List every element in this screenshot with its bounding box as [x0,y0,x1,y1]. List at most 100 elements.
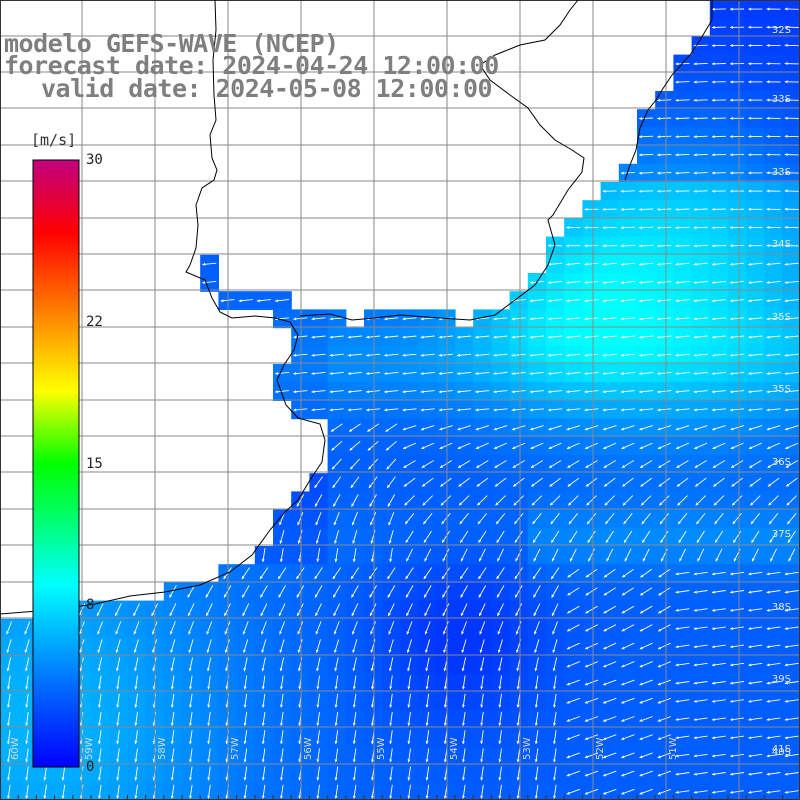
wind-vector [461,639,467,653]
wind-vector [7,748,11,763]
wind-vector [293,408,308,412]
wind-vector [730,226,745,230]
wind-vector [311,408,326,412]
wind-vector [207,730,211,745]
wind-vector [170,784,175,799]
wind-vector [784,317,799,321]
wind-vector [98,675,102,690]
wind-vector [384,408,399,412]
wind-vector [766,681,781,685]
wind-vector [748,590,763,594]
wind-vector [602,262,617,266]
wind-vector [206,639,212,653]
wind-vector [784,681,799,685]
wind-vector [711,699,726,703]
wind-vector [407,730,411,745]
wind-vector [657,299,672,303]
wind-vector [205,585,214,598]
wind-vector [189,766,193,781]
wind-vector [730,662,745,667]
latitude-label: 34S [772,239,791,250]
wind-vector [602,390,617,394]
longitude-label: 58W [157,737,168,760]
wind-vector [511,425,526,431]
wind-vector [334,548,339,563]
wind-vector [711,753,726,758]
wind-vector [311,390,326,394]
wind-vector [675,790,690,794]
color-scale-tick: 15 [86,455,103,472]
wind-vector [569,548,577,562]
wind-vector [748,207,763,211]
wind-vector [352,530,358,544]
wind-vector [711,735,726,740]
wind-vector [493,371,508,375]
wind-vector [693,772,708,776]
coastline [0,0,326,615]
wind-vector [496,585,505,598]
wind-vector [566,788,581,795]
wind-vector [25,784,29,799]
wind-vector [334,784,339,799]
wind-vector [621,679,635,686]
wind-vector [420,425,435,431]
wind-vector [675,117,690,120]
wind-vector [440,477,452,487]
wind-vector [6,639,12,653]
wind-vector [534,639,540,653]
wind-vector [25,675,29,690]
wind-vector [584,697,599,704]
wind-vector [568,513,579,525]
wind-vector [495,513,506,525]
wind-vector [642,548,650,562]
wind-vector [584,679,599,686]
wind-vector [259,567,269,580]
wind-vector [134,711,138,726]
color-scale-bar [32,159,80,768]
wind-vector [25,748,29,763]
wind-vector [748,735,763,740]
wind-vector [334,639,340,653]
wind-vector [514,530,523,544]
wind-vector [351,494,359,507]
wind-vector [584,244,599,248]
wind-vector [748,626,763,630]
wind-vector [731,495,743,506]
wind-vector [784,626,799,630]
wind-vector [784,608,799,612]
wind-vector [693,353,708,357]
wind-vector [553,730,557,745]
wind-vector [675,390,690,394]
wind-vector [766,280,781,284]
wind-vector [675,262,690,266]
wind-vector [675,317,690,321]
wind-vector [387,603,395,617]
wind-vector [243,766,248,781]
wind-vector [189,693,193,708]
wind-vector [766,116,781,120]
wind-vector [134,766,138,781]
wind-vector [7,784,11,799]
wind-vector [730,442,744,450]
wind-vector [497,639,503,653]
wind-vector [730,390,745,394]
wind-vector [711,62,726,66]
wind-vector [784,662,799,667]
wind-vector [534,766,539,781]
wind-vector [639,716,653,722]
wind-vector [566,353,581,357]
wind-vector [602,679,617,686]
wind-vector [421,460,434,469]
wind-vector [315,512,322,526]
wind-vector [584,317,599,321]
longitude-label: 55W [376,737,387,760]
wind-vector [530,460,544,469]
wind-vector [639,587,653,596]
wind-vector [531,477,543,487]
wind-vector [602,353,617,357]
wind-vector [98,784,102,799]
wind-vector [243,711,248,726]
wind-vector [748,699,763,703]
wind-vector [352,730,357,745]
wind-vector [332,585,341,598]
